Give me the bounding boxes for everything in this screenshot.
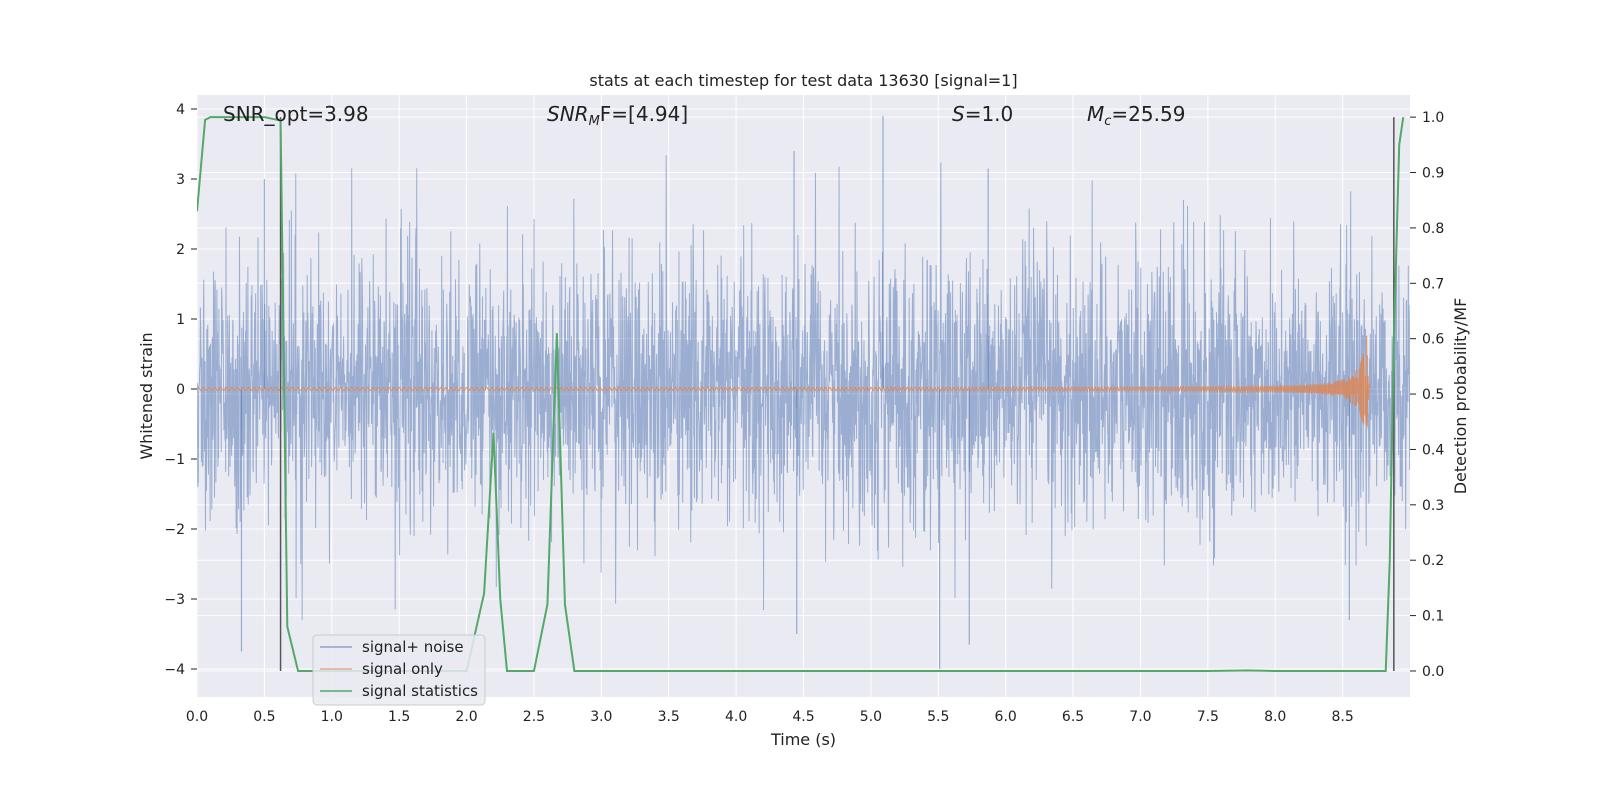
annotation-mc: Mc=25.59 bbox=[1087, 102, 1185, 129]
y-right-tick-label: 0.9 bbox=[1422, 166, 1444, 182]
signal-trace bbox=[197, 335, 1371, 427]
y-right-tick-label: 0.3 bbox=[1422, 498, 1444, 514]
legend: signal+ noise signal only signal statist… bbox=[312, 634, 486, 706]
series-signal-only bbox=[197, 335, 1371, 427]
annotation-snr-opt: SNR_opt=3.98 bbox=[223, 102, 369, 126]
legend-entry-signal-statistics: signal statistics bbox=[362, 682, 478, 700]
statistics-line bbox=[197, 116, 1405, 672]
x-tick-label: 4.5 bbox=[792, 709, 814, 725]
x-tick-label: 2.5 bbox=[523, 709, 545, 725]
y-right-tick-label: 1.0 bbox=[1422, 110, 1444, 126]
series-signal-statistics bbox=[197, 116, 1405, 672]
y-tick-label: −4 bbox=[164, 662, 185, 678]
legend-box bbox=[312, 634, 486, 706]
x-tick-label: 3.5 bbox=[658, 709, 680, 725]
y-right-tick-label: 0.4 bbox=[1422, 442, 1444, 458]
chart-title: stats at each timestep for test data 136… bbox=[589, 71, 1017, 90]
noise-trace bbox=[197, 155, 1410, 620]
x-tick-label: 8.5 bbox=[1331, 709, 1353, 725]
y-right-tick-label: 0.1 bbox=[1422, 609, 1444, 625]
annotation-s: S=1.0 bbox=[952, 102, 1013, 126]
annotation-mc-sub: c bbox=[1104, 114, 1111, 129]
y-right-tick-label: 0.6 bbox=[1422, 332, 1444, 348]
series-signal-noise bbox=[197, 116, 1410, 669]
y-tick-label: 3 bbox=[176, 172, 185, 188]
y-tick-label: −3 bbox=[164, 592, 185, 608]
y-axis-right-label: Detection probability/MF bbox=[1451, 298, 1470, 495]
annotation-snr-mf: SNRMF=[4.94] bbox=[547, 102, 688, 129]
x-tick-label: 1.5 bbox=[388, 709, 410, 725]
y-right-tick-label: 0.0 bbox=[1422, 664, 1444, 680]
y-tick-label: 1 bbox=[176, 312, 185, 328]
x-tick-label: 5.0 bbox=[860, 709, 882, 725]
y-tick-label: 2 bbox=[176, 242, 185, 258]
axis-ticks: 0.0 0.5 1.0 1.5 2.0 2.5 3.0 3.5 4.0 4.5 5.0 5.5 6.0 6… bbox=[164, 102, 1444, 725]
x-tick-label: 7.0 bbox=[1129, 709, 1151, 725]
x-axis-label: Time (s) bbox=[770, 730, 836, 749]
y-tick-label: 4 bbox=[176, 102, 185, 118]
y-tick-label: −2 bbox=[164, 522, 185, 538]
annotation-snr-mf-sub: M bbox=[589, 114, 600, 129]
annotation-snr-mf-suffix: F=[4.94] bbox=[600, 102, 688, 126]
x-tick-label: 6.0 bbox=[995, 709, 1017, 725]
legend-entry-signal-noise: signal+ noise bbox=[362, 638, 464, 656]
x-tick-label: 6.5 bbox=[1062, 709, 1084, 725]
y-right-tick-label: 0.8 bbox=[1422, 221, 1444, 237]
y-tick-label: 0 bbox=[176, 382, 185, 398]
x-tick-label: 4.0 bbox=[725, 709, 747, 725]
y-right-tick-label: 0.7 bbox=[1422, 276, 1444, 292]
annotation-mc-suffix: =25.59 bbox=[1111, 102, 1185, 126]
annotation-mc-prefix: M bbox=[1087, 102, 1104, 126]
x-tick-label: 3.0 bbox=[590, 709, 612, 725]
x-tick-label: 7.5 bbox=[1197, 709, 1219, 725]
annotation-s-prefix: S bbox=[952, 102, 965, 126]
x-tick-label: 5.5 bbox=[927, 709, 949, 725]
annotation-snr-mf-prefix: SNR bbox=[547, 102, 589, 126]
legend-entry-signal-only: signal only bbox=[362, 660, 443, 678]
y-right-tick-label: 0.2 bbox=[1422, 553, 1444, 569]
x-tick-label: 0.0 bbox=[186, 709, 208, 725]
y-tick-label: −1 bbox=[164, 452, 185, 468]
x-tick-label: 2.0 bbox=[455, 709, 477, 725]
x-tick-label: 8.0 bbox=[1264, 709, 1286, 725]
y-axis-label: Whitened strain bbox=[137, 332, 156, 459]
y-right-tick-label: 0.5 bbox=[1422, 387, 1444, 403]
annotation-s-suffix: =1.0 bbox=[965, 102, 1014, 126]
vertical-markers bbox=[279, 117, 1395, 671]
x-tick-label: 1.0 bbox=[321, 709, 343, 725]
x-tick-label: 0.5 bbox=[253, 709, 275, 725]
